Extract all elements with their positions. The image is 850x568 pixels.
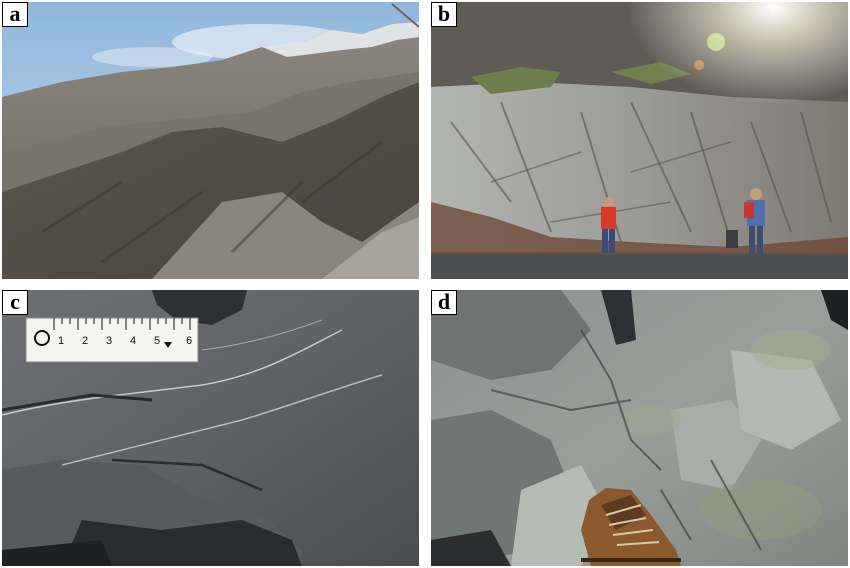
ruler-tick-label: 5: [154, 335, 160, 347]
outcrop-image: [431, 2, 848, 279]
ruler-tick-label: 6: [186, 335, 192, 347]
panel-label: c: [2, 290, 28, 315]
ruler-tick-label: 4: [130, 335, 136, 347]
rock-closeup-image: 1 2 3 4 5 6: [2, 290, 419, 566]
panel-c-rock-closeup-photo: 1 2 3 4 5 6 c: [2, 290, 419, 566]
mountain-image: [2, 2, 419, 279]
ruler-tick-label: 1: [58, 335, 64, 347]
rock-boot-image: [431, 290, 848, 566]
panel-a-mountain-photo: a: [2, 2, 419, 279]
scale-ruler: 1 2 3 4 5 6: [25, 317, 199, 363]
panel-label: a: [2, 2, 28, 27]
panel-d-rock-boot-photo: d: [431, 290, 848, 566]
ruler-tick-label: 3: [106, 335, 112, 347]
ruler-tick-label: 2: [82, 335, 88, 347]
hiking-boot: [581, 488, 681, 566]
panel-b-outcrop-photo: b: [431, 2, 848, 279]
panel-label: b: [431, 2, 457, 27]
panel-label: d: [431, 290, 457, 315]
